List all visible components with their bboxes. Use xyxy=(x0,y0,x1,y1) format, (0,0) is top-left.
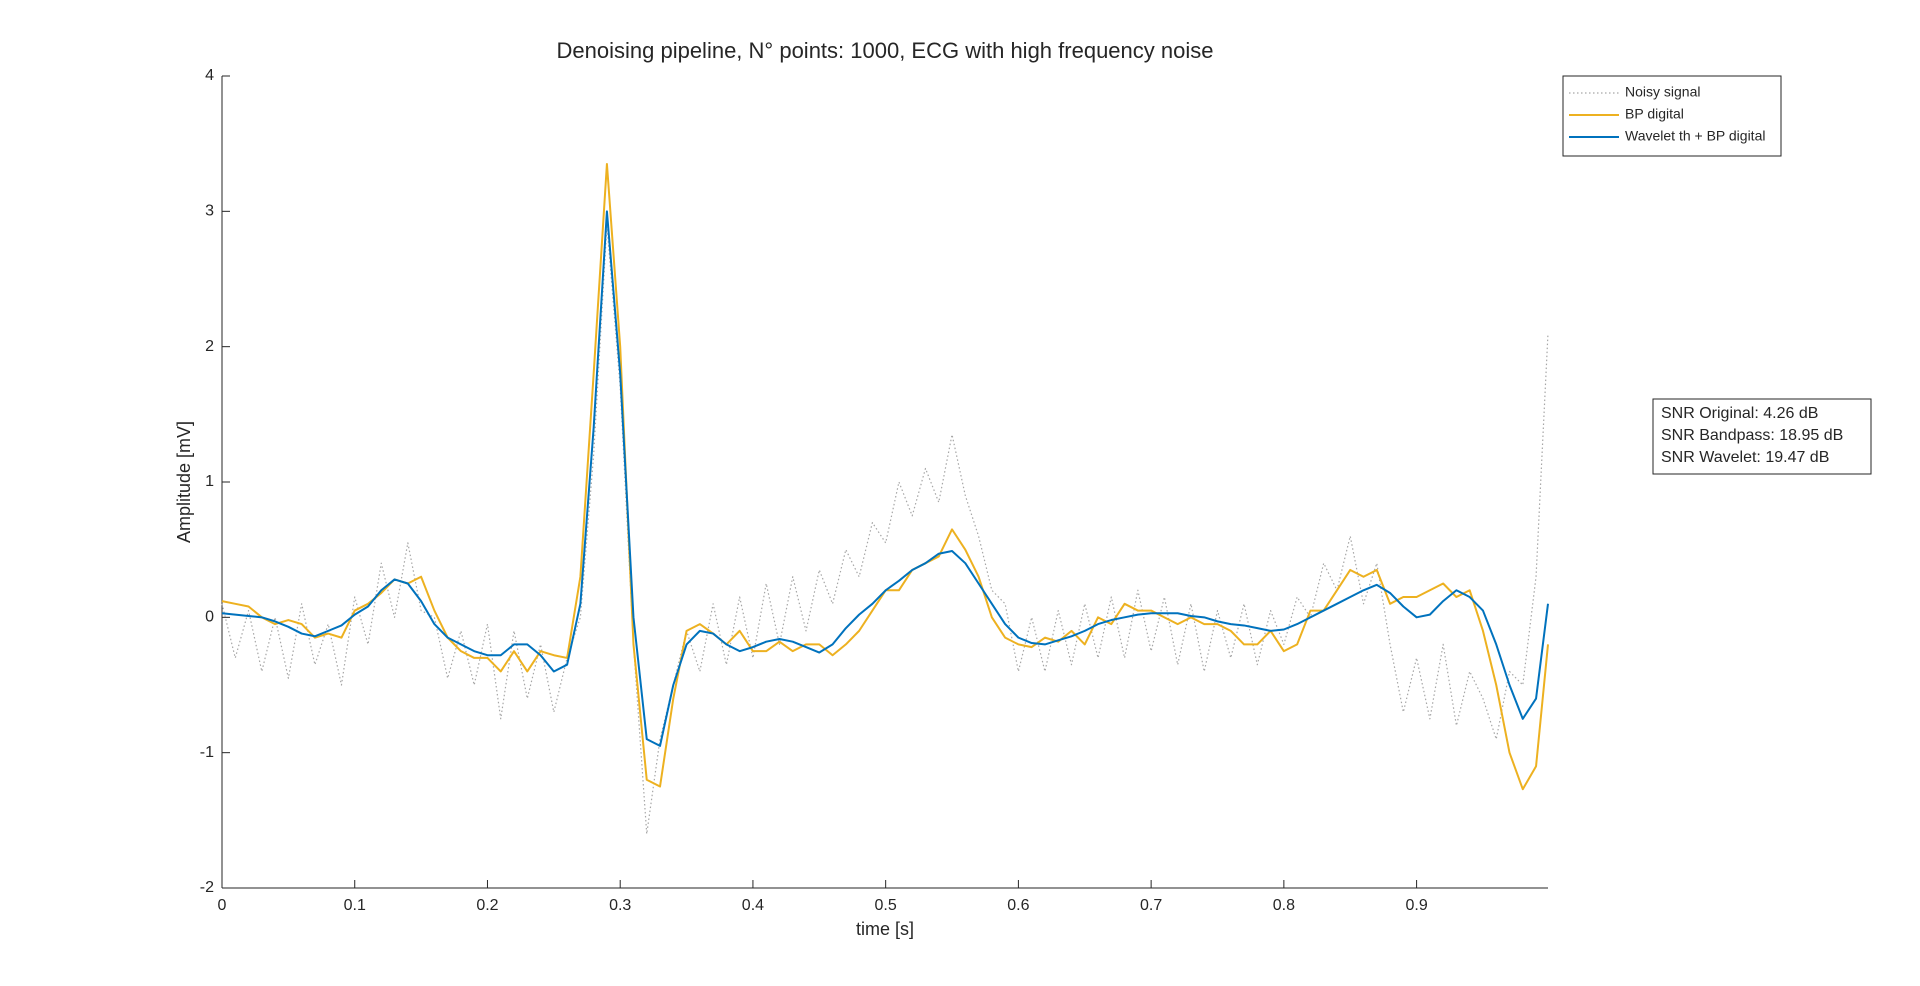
y-tick-label: -2 xyxy=(200,879,214,896)
y-tick-label: 3 xyxy=(205,203,214,220)
x-tick-label: 0.5 xyxy=(875,897,897,914)
y-tick-label: 0 xyxy=(205,609,214,626)
x-tick-label: 0.4 xyxy=(742,897,764,914)
legend-label: Noisy signal xyxy=(1625,84,1700,100)
y-tick-label: 2 xyxy=(205,338,214,355)
y-tick-label: -1 xyxy=(200,744,214,761)
y-tick-label: 1 xyxy=(205,473,214,490)
chart-title: Denoising pipeline, N° points: 1000, ECG… xyxy=(557,38,1214,63)
annotation-text: SNR Bandpass: 18.95 dB xyxy=(1661,427,1843,444)
annotation-text: SNR Original: 4.26 dB xyxy=(1661,405,1818,422)
x-axis-label: time [s] xyxy=(856,919,914,939)
x-tick-label: 0.8 xyxy=(1273,897,1295,914)
x-tick-label: 0.9 xyxy=(1405,897,1427,914)
x-tick-label: 0.1 xyxy=(344,897,366,914)
legend-label: BP digital xyxy=(1625,106,1684,122)
annotation-text: SNR Wavelet: 19.47 dB xyxy=(1661,449,1829,466)
y-axis-label: Amplitude [mV] xyxy=(174,421,194,543)
x-tick-label: 0.3 xyxy=(609,897,631,914)
x-tick-label: 0.6 xyxy=(1007,897,1029,914)
x-tick-label: 0.7 xyxy=(1140,897,1162,914)
x-tick-label: 0 xyxy=(218,897,227,914)
series-line xyxy=(221,210,1549,747)
series-line xyxy=(221,224,1549,835)
annotation-box xyxy=(1652,398,1872,475)
y-tick-label: 4 xyxy=(205,67,214,84)
legend-label: Wavelet th + BP digital xyxy=(1625,128,1765,144)
x-tick-label: 0.2 xyxy=(476,897,498,914)
